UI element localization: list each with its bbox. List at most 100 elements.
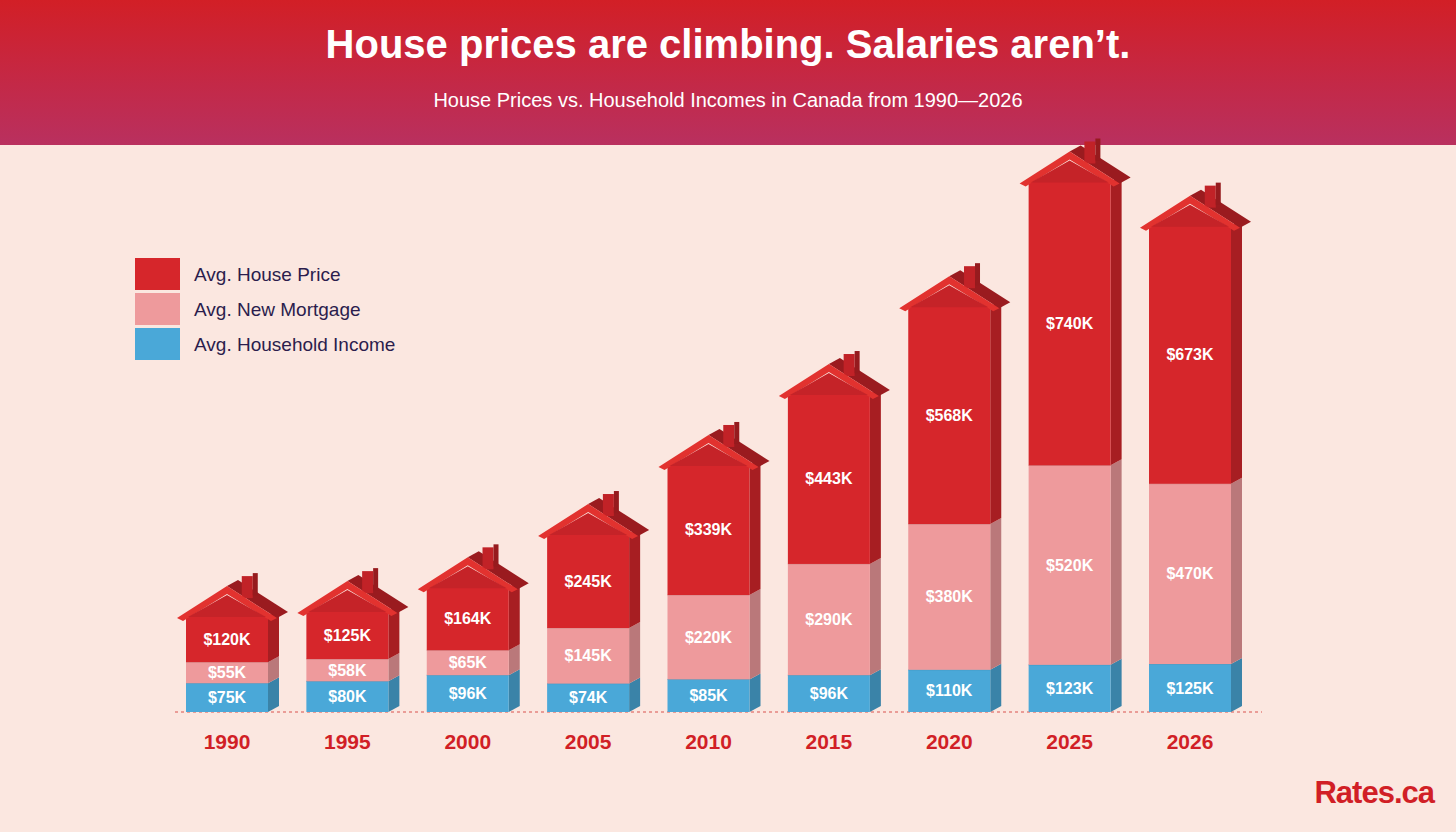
roof-front (538, 504, 638, 539)
bar-segment (908, 524, 990, 670)
bar-segment (788, 564, 870, 675)
bar-segment (668, 595, 750, 679)
chimney-side (975, 263, 980, 285)
bar-segment (186, 662, 268, 683)
legend-label: Avg. Household Income (194, 334, 395, 355)
bar-side (870, 388, 881, 564)
bar-side (870, 669, 881, 712)
bar-segment (1029, 182, 1111, 466)
bar-segment (547, 628, 629, 684)
category-label: 2010 (685, 730, 732, 753)
legend-label: Avg. House Price (194, 264, 340, 285)
category-label: 2000 (444, 730, 491, 753)
chimney (603, 494, 614, 516)
gable (910, 285, 988, 307)
source: Rates.ca (1314, 775, 1435, 810)
data-label: $120K (203, 631, 251, 648)
legend-label: Avg. New Mortgage (194, 299, 361, 320)
chimney (1084, 142, 1095, 164)
bar-segment (427, 587, 509, 650)
chimney (362, 571, 373, 593)
chimney (723, 425, 734, 447)
bar-side (629, 622, 640, 684)
data-label: $58K (328, 662, 367, 679)
bar-segment (427, 650, 509, 675)
background (0, 0, 1456, 832)
data-label: $145K (565, 647, 613, 664)
category-label: 2005 (565, 730, 612, 753)
data-label: $740K (1046, 315, 1094, 332)
chimney-side (734, 422, 739, 444)
chimney-side (1095, 139, 1100, 161)
chimney (242, 576, 253, 598)
bar-segment (186, 616, 268, 662)
roof-front (418, 557, 518, 592)
roof-front (297, 581, 397, 616)
data-label: $673K (1166, 346, 1214, 363)
gable (1151, 205, 1229, 227)
legend-swatch (135, 258, 180, 290)
bar-segment (427, 675, 509, 712)
data-label: $74K (569, 689, 608, 706)
category-label: 2025 (1046, 730, 1093, 753)
bar-segment (306, 611, 388, 659)
bar-side (629, 678, 640, 712)
chimney-side (253, 573, 258, 595)
data-label: $380K (926, 588, 974, 605)
bar-side (750, 459, 761, 595)
data-label: $164K (444, 610, 492, 627)
bar-side (268, 677, 279, 712)
gable (1031, 161, 1109, 183)
data-label: $290K (805, 611, 853, 628)
bar-side (990, 300, 1001, 524)
gable (429, 566, 507, 588)
chimney-side (1216, 183, 1221, 205)
bar-side (1231, 220, 1242, 484)
header-band (0, 0, 1456, 145)
bar-side (750, 673, 761, 712)
category-label: 1990 (204, 730, 251, 753)
chimney-side (494, 544, 499, 566)
data-label: $520K (1046, 557, 1094, 574)
gable (670, 444, 748, 466)
bar-side (990, 518, 1001, 670)
bar-segment (1029, 665, 1111, 712)
data-label: $75K (208, 689, 247, 706)
gable (188, 595, 266, 617)
bar-side (870, 558, 881, 675)
bar-side (509, 581, 520, 650)
chimney (1205, 186, 1216, 208)
bar-segment (547, 534, 629, 628)
roof-front (659, 435, 759, 470)
title: House prices are climbing. Salaries aren… (326, 22, 1131, 66)
bars (186, 176, 1242, 712)
gable (549, 513, 627, 535)
roof-front (1140, 196, 1240, 231)
chimney-side (855, 351, 860, 373)
subtitle: House Prices vs. Household Incomes in Ca… (433, 89, 1022, 111)
bar-segment (668, 679, 750, 712)
bar-side (509, 669, 520, 712)
data-label: $55K (208, 664, 247, 681)
data-label: $125K (1166, 680, 1214, 697)
data-label: $470K (1166, 565, 1214, 582)
bar-side (1111, 659, 1122, 712)
category-label: 2015 (806, 730, 853, 753)
bar-side (1231, 478, 1242, 664)
data-label: $568K (926, 407, 974, 424)
bar-segment (1029, 465, 1111, 664)
roof-front (177, 586, 277, 621)
bar-segment (1149, 664, 1231, 712)
bar-side (750, 589, 761, 679)
legend: Avg. House Price Avg. New Mortgage Avg. Ho… (135, 258, 395, 360)
chimney (964, 266, 975, 288)
roof-front (899, 276, 999, 311)
data-labels: $75K$55K$120K$80K$58K$125K$96K$65K$164K$… (203, 315, 1214, 706)
data-label: $96K (449, 685, 488, 702)
category-label: 2020 (926, 730, 973, 753)
bar-segment (186, 683, 268, 712)
roof-front (1020, 152, 1120, 187)
bar-segment (306, 659, 388, 681)
data-label: $443K (805, 470, 853, 487)
data-label: $220K (685, 629, 733, 646)
